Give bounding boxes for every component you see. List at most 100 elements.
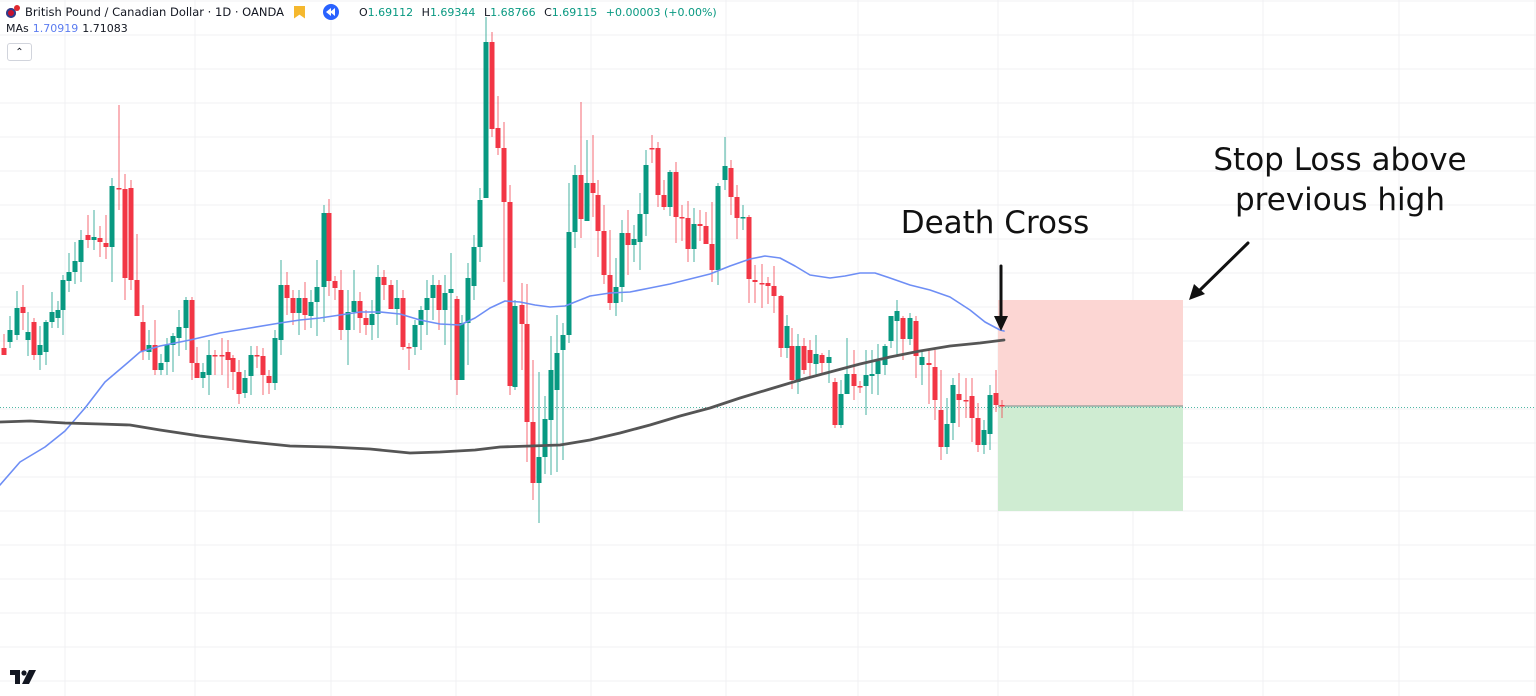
candle xyxy=(400,290,406,350)
candle xyxy=(394,280,400,325)
candle xyxy=(765,277,771,304)
candle xyxy=(643,150,649,236)
candle xyxy=(375,265,381,338)
candle xyxy=(752,265,758,303)
stop-loss-label-line2: previous high xyxy=(1235,182,1445,218)
candle xyxy=(242,370,248,398)
candle xyxy=(345,290,351,365)
symbol-title[interactable]: British Pound / Canadian Dollar · 1D · O… xyxy=(25,5,284,19)
death-cross-label: Death Cross xyxy=(900,205,1090,241)
candle xyxy=(302,282,308,330)
candle xyxy=(97,226,103,257)
candle xyxy=(212,350,218,375)
candle xyxy=(37,326,43,370)
candle xyxy=(938,370,944,460)
candle xyxy=(926,350,932,404)
candle xyxy=(314,260,320,336)
candle xyxy=(999,400,1005,418)
candle xyxy=(454,296,460,395)
ma-fast-value: 1.70919 xyxy=(32,22,79,35)
candle xyxy=(613,258,619,316)
candle xyxy=(43,320,49,365)
candle xyxy=(691,208,697,262)
candlestick-series xyxy=(1,17,1005,523)
candle xyxy=(483,17,489,198)
candle xyxy=(969,378,975,442)
candle xyxy=(122,174,128,300)
candle xyxy=(993,370,999,412)
candle xyxy=(536,372,542,523)
short-position-tool[interactable] xyxy=(998,300,1183,511)
candle xyxy=(85,215,91,248)
candle xyxy=(1,334,7,355)
low-value: 1.68766 xyxy=(490,5,536,19)
candle xyxy=(673,162,679,243)
candle xyxy=(78,230,84,282)
replay-rewind-icon[interactable] xyxy=(322,4,339,20)
candle xyxy=(412,320,418,355)
candle xyxy=(795,334,801,394)
candle xyxy=(109,178,115,282)
tradingview-logo-icon[interactable] xyxy=(10,670,36,684)
candle xyxy=(219,338,225,375)
candle xyxy=(430,275,436,320)
candle xyxy=(715,183,721,285)
candle xyxy=(308,290,314,328)
candle xyxy=(448,253,454,380)
candle xyxy=(14,291,20,340)
candle xyxy=(566,183,572,343)
candle xyxy=(225,340,231,388)
candle xyxy=(542,396,548,474)
candle xyxy=(655,142,661,207)
candle xyxy=(103,215,109,259)
candle xyxy=(116,105,122,210)
candle xyxy=(128,180,134,290)
candle xyxy=(709,202,715,282)
candle xyxy=(813,335,819,375)
candle xyxy=(819,353,825,373)
candle xyxy=(424,280,430,335)
candle xyxy=(134,234,140,316)
candle xyxy=(548,336,554,475)
candle xyxy=(91,210,97,250)
candle xyxy=(963,378,969,418)
take-profit-zone[interactable] xyxy=(998,406,1183,511)
candle xyxy=(578,102,584,238)
moving-averages xyxy=(0,255,1006,486)
candle xyxy=(807,340,813,378)
candle xyxy=(321,205,327,322)
ma-slow-line xyxy=(0,338,1006,455)
candle xyxy=(501,122,507,282)
candle xyxy=(975,403,981,452)
candle xyxy=(987,385,993,450)
stop-loss-zone[interactable] xyxy=(998,300,1183,406)
candle xyxy=(894,300,900,356)
candle xyxy=(869,350,875,394)
candle xyxy=(950,378,956,440)
candle xyxy=(661,180,667,210)
candle xyxy=(351,270,357,330)
ma-indicator-legend[interactable]: MAs 1.70919 1.71083 xyxy=(6,22,128,35)
candle xyxy=(844,338,850,394)
candle xyxy=(326,199,332,296)
candle xyxy=(637,193,643,270)
candle xyxy=(495,96,501,155)
candle xyxy=(236,360,242,404)
candle xyxy=(572,165,578,248)
candle xyxy=(900,316,906,360)
candle xyxy=(206,340,212,395)
candle xyxy=(369,300,375,340)
candle xyxy=(703,212,709,244)
candle xyxy=(31,318,37,360)
change-value: +0.00003 (+0.00%) xyxy=(605,5,717,19)
ma-fast-line xyxy=(0,255,1005,486)
candle xyxy=(176,310,182,356)
collapse-legend-button[interactable]: ⌃ xyxy=(7,43,32,61)
stop-loss-label-line1: Stop Loss above xyxy=(1213,142,1467,178)
market-closed-flag-icon[interactable] xyxy=(293,5,305,19)
open-label: O xyxy=(358,5,368,19)
candle xyxy=(595,180,601,257)
death-cross-arrow-icon xyxy=(994,264,1008,331)
candle xyxy=(489,32,495,137)
